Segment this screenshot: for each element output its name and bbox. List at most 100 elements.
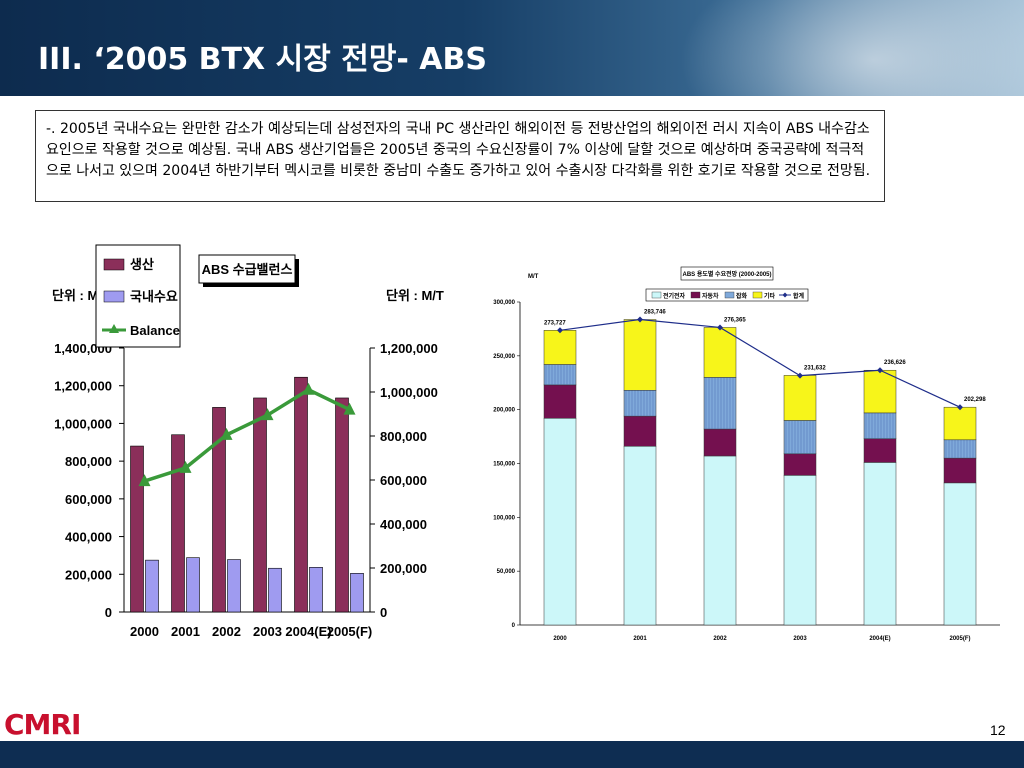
left-unit-label: 단위 : M/T [52,288,110,303]
left-tick-label: 600,000 [65,492,112,507]
chart-title: ABS 용도별 수요전망 (2000-2005) [683,270,772,278]
legend-total-marker [782,292,788,298]
x-category-label: 2002 [212,624,241,639]
stack-automotive [863,438,897,463]
total-data-label: 283,746 [644,310,666,316]
legend-electronics-label: 전기전자 [663,292,686,300]
total-data-label: 236,626 [884,360,906,366]
y-tick-label: 200,000 [493,408,515,414]
right-unit-label: 단위 : M/T [386,288,444,303]
balance-marker [138,474,151,487]
stack-electronics [703,455,737,626]
legend-automotive-swatch [690,291,701,299]
total-data-label: 276,365 [724,317,746,323]
legend-label-production: 생산 [130,257,154,272]
stack-automotive [623,415,657,447]
legend-automotive-label: 자동차 [702,292,719,300]
stack-automotive [783,453,817,476]
total-line [559,318,961,408]
y-tick-label: 150,000 [493,462,515,468]
domestic-demand-bar [186,557,200,613]
total-data-label: 231,632 [804,366,826,372]
stack-other [783,375,817,421]
x-category-label: 2005(F) [949,636,970,642]
header-glow [664,0,1024,96]
total-marker [877,367,883,374]
total-marker [637,316,643,323]
legend-other-label: 기타 [764,292,776,300]
stack-electronics [623,446,657,626]
right-tick-label: 1,200,000 [380,341,438,356]
legend-swatch-production [103,258,125,271]
page-number: 12 [990,722,1006,738]
left-tick-label: 1,000,000 [54,416,112,431]
stack-other [863,369,897,414]
production-bar [294,376,308,613]
y-tick-label: 50,000 [497,569,516,575]
left-tick-label: 200,000 [65,567,112,582]
x-category-label: 2000 [130,624,159,639]
cmri-logo: CMRI [4,708,81,741]
balance-line [143,387,351,483]
chart-title: ABS 수급밸런스 [202,262,293,277]
y-tick-label: 300,000 [493,300,515,306]
total-marker [717,324,723,331]
stack-other [943,406,977,441]
stack-automotive [703,428,737,457]
left-tick-label: 400,000 [65,530,112,545]
right-tick-label: 400,000 [380,517,427,532]
slide-title: III. ‘2005 BTX 시장 전망- ABS [38,42,487,77]
left-tick-label: 0 [105,605,112,620]
stack-electronics [783,475,817,626]
footer-bar [0,741,1024,768]
legend-misc-swatch [724,291,735,299]
stack-electronics [863,462,897,626]
legend-label-balance: Balance [130,323,180,338]
balance-marker [343,402,356,415]
balance-marker [261,408,274,421]
x-category-label: 2004(E) [869,636,890,642]
domestic-demand-bar [309,567,323,613]
chart-title-box [198,254,296,284]
x-category-label: 2001 [171,624,200,639]
legend-label-domestic: 국내수요 [130,289,178,304]
chart-title-box [680,266,774,281]
balance-marker [302,382,315,395]
total-marker [957,404,963,411]
x-category-label: 2005(F) [327,624,373,639]
legend-misc-label: 잡화 [736,292,748,300]
production-bar [212,407,226,613]
stack-misc [783,420,817,455]
legend-marker-balance [109,324,119,333]
right-tick-label: 200,000 [380,561,427,576]
x-category-label: 2003 [253,624,282,639]
stack-other [703,327,737,378]
summary-textbox: -. 2005년 국내수요는 완만한 감소가 예상되는데 삼성전자의 국내 PC… [35,110,885,202]
right-tick-label: 0 [380,605,387,620]
balance-chart: 0 200,000 400,000 600,000 800,000 1,000,000 1,… [52,244,444,639]
stack-automotive [943,457,977,484]
stack-automotive [543,384,577,419]
demand-by-use-chart: 0 50,000 100,000 150,000 200,000 250,000 300,0… [493,266,1000,642]
total-data-label: 202,298 [964,397,986,403]
stack-other [543,330,577,365]
total-marker [797,372,803,379]
legend-other-swatch [752,291,763,299]
unit-label: M/T [528,274,539,280]
production-bar [335,397,349,613]
y-tick-label: 0 [512,623,516,629]
right-tick-label: 600,000 [380,473,427,488]
stack-electronics [943,482,977,626]
balance-marker [220,427,233,440]
production-bar [171,434,185,613]
legend-total-label: 합계 [793,292,805,300]
x-category-label: 2001 [633,636,647,642]
stack-misc [703,377,737,430]
total-marker [557,327,563,334]
stack-electronics [543,418,577,626]
legend-electronics-swatch [651,291,662,299]
right-tick-label: 800,000 [380,429,427,444]
production-bar [130,445,144,613]
x-category-label: 2000 [553,636,567,642]
right-tick-label: 1,000,000 [380,385,438,400]
